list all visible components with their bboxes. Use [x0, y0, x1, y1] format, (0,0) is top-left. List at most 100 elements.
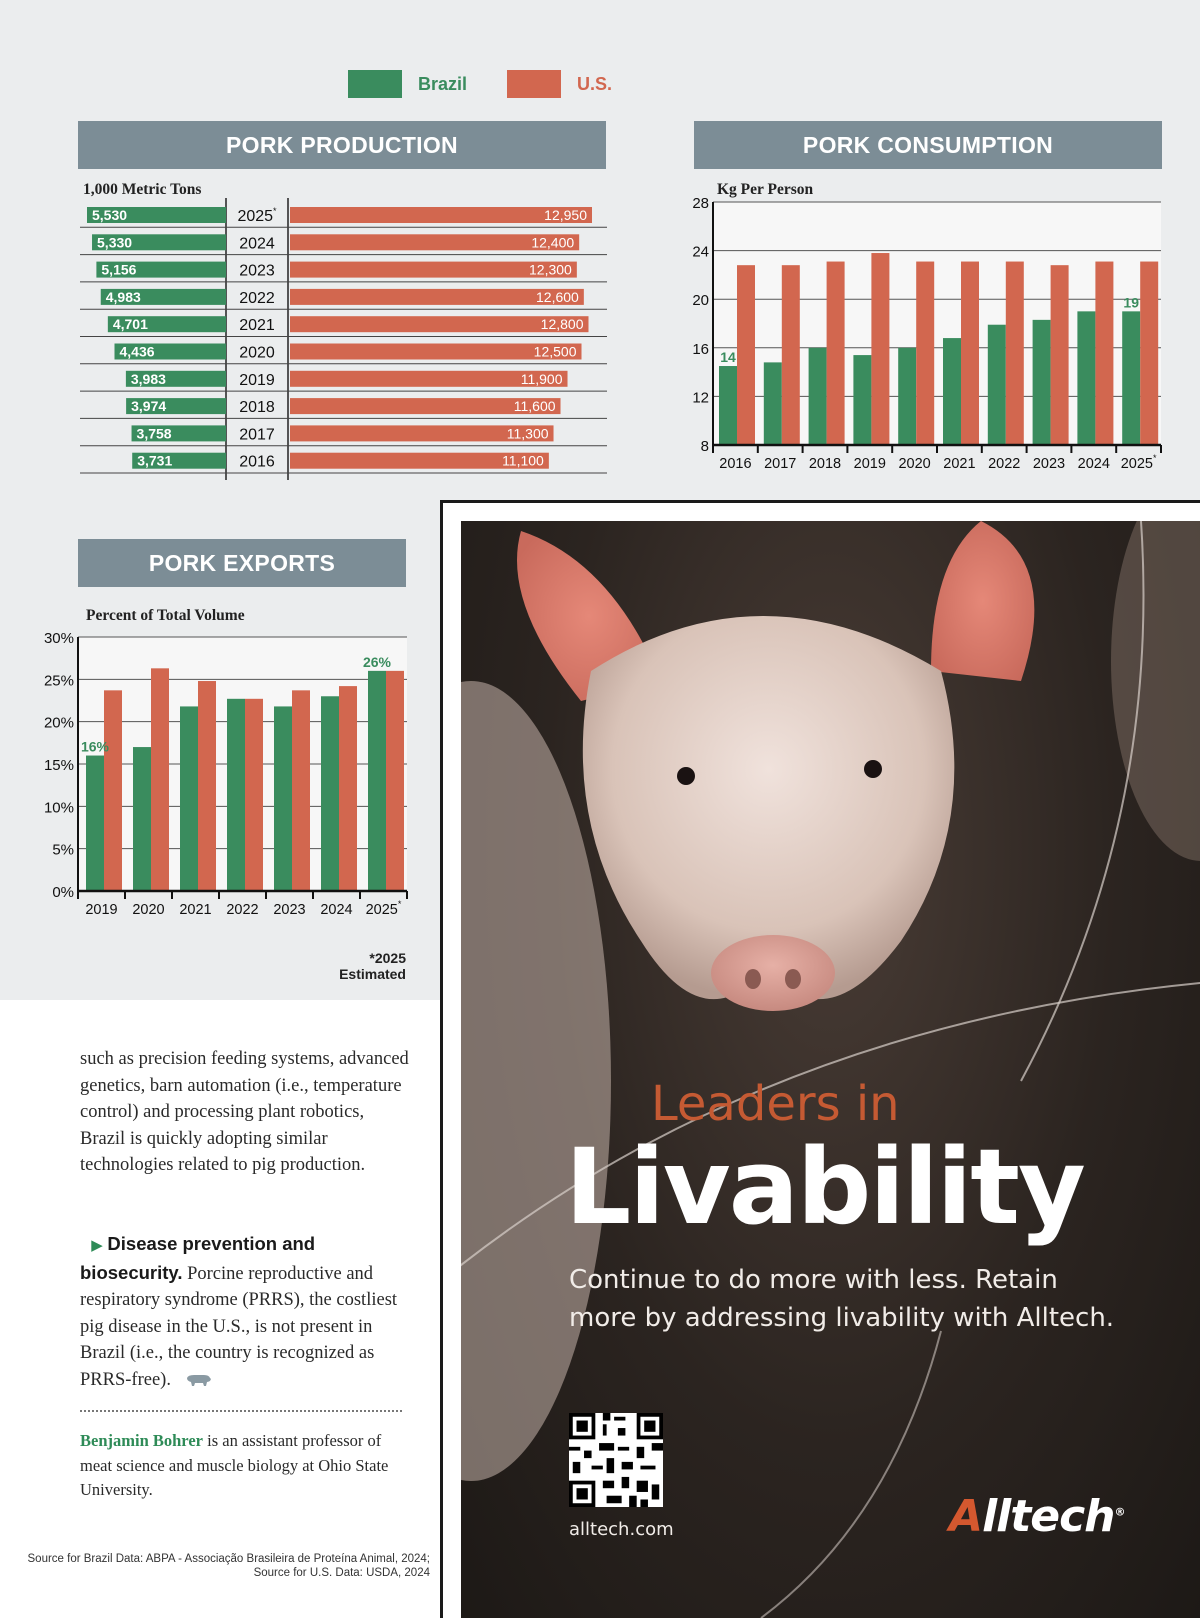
ad-image[interactable]: Leaders in Livability Continue to do mor… — [461, 521, 1200, 1618]
production-subtitle: 1,000 Metric Tons — [83, 181, 202, 198]
y-tick-label: 0% — [52, 884, 74, 901]
bar-us-2025 — [290, 207, 592, 223]
bar-brazil-2018 — [808, 347, 827, 445]
consumption-subtitle: Kg Per Person — [717, 181, 814, 198]
label-us-2024: 12,400 — [531, 234, 574, 250]
bar-brazil-2020 — [133, 747, 151, 891]
label-brazil-2022: 4,983 — [106, 289, 141, 305]
bar-us-2025 — [386, 670, 404, 891]
ad-headline-small: Leaders in — [651, 1076, 900, 1132]
label-us-2021: 12,800 — [541, 316, 584, 332]
qr-code[interactable] — [569, 1413, 663, 1507]
year-2020: 2020 — [239, 345, 275, 362]
article-para-2-body: Porcine reproductive and respiratory syn… — [80, 1263, 398, 1390]
x-tick-label-2024: 2024 — [320, 902, 352, 918]
bar-us-2021 — [961, 261, 979, 445]
x-tick-label-2024: 2024 — [1078, 456, 1110, 472]
exports-chart: 0% 5% 10% 15% 20% 25% 30% 16% 2019 2020 2021 2022 20… — [44, 630, 408, 918]
y-tick-label: 24 — [692, 244, 709, 261]
bar-brazil-2025 — [368, 670, 386, 891]
bar-brazil-2019 — [853, 355, 872, 445]
ad-url[interactable]: alltech.com — [569, 1519, 674, 1540]
data-label-brazil-2025: 26% — [363, 654, 392, 670]
bar-us-2019 — [871, 253, 890, 445]
bar-us-2016 — [737, 265, 755, 445]
bar-us-2024 — [1095, 261, 1114, 445]
author-description: is an assistant professor of meat scienc… — [80, 1431, 389, 1499]
x-tick-label-2025: 2025* — [1121, 453, 1157, 472]
label-us-2023: 12,300 — [529, 262, 572, 278]
y-tick-label: 25% — [44, 672, 74, 689]
data-label-brazil-2019: 16% — [81, 739, 110, 755]
x-tick-label-2020: 2020 — [132, 902, 164, 918]
bar-brazil-2019 — [125, 370, 226, 387]
year-2025: 2025* — [237, 206, 277, 225]
bar-us-2022 — [1005, 261, 1024, 445]
label-brazil-2024: 5,330 — [97, 234, 132, 250]
bar-brazil-2020 — [898, 347, 917, 445]
year-2017: 2017 — [239, 426, 275, 443]
bar-brazil-2016 — [132, 452, 226, 469]
bar-us-2018 — [290, 398, 561, 415]
x-tick-label-2020: 2020 — [898, 456, 930, 472]
y-tick-label: 28 — [692, 195, 709, 212]
x-tick-label-2022: 2022 — [226, 902, 258, 918]
y-tick-label: 10% — [44, 799, 74, 816]
source-line-2: Source for U.S. Data: USDA, 2024 — [253, 1567, 430, 1579]
bar-us-2020 — [290, 343, 582, 360]
source-line-1: Source for Brazil Data: ABPA - Associaçã… — [27, 1553, 431, 1565]
label-brazil-2020: 4,436 — [119, 344, 154, 360]
y-tick-label: 16 — [692, 341, 709, 358]
x-tick-label-2019: 2019 — [85, 902, 117, 918]
legend-label-brazil: Brazil — [418, 73, 468, 94]
bar-brazil-2023 — [1032, 319, 1051, 445]
article-para-2-lead: Disease prevention and biosecurity. — [80, 1233, 316, 1283]
bar-us-2020 — [151, 668, 169, 891]
year-2019: 2019 — [239, 372, 275, 389]
label-us-2025: 12,950 — [544, 207, 587, 223]
x-tick-label-2018: 2018 — [809, 456, 841, 472]
bar-us-2025 — [1140, 261, 1159, 445]
bar-us-2023 — [290, 261, 577, 278]
alltech-logo: Alltech® — [949, 1491, 1126, 1542]
y-tick-label: 15% — [44, 757, 74, 774]
bar-us-2024 — [290, 234, 580, 251]
x-tick-label-2016: 2016 — [719, 456, 751, 472]
x-tick-label-2022: 2022 — [988, 456, 1020, 472]
bar-us-2020 — [916, 261, 935, 445]
x-tick-label-2021: 2021 — [179, 902, 211, 918]
exports-title: PORK EXPORTS — [78, 539, 406, 587]
year-2022: 2022 — [239, 290, 275, 307]
bullet-triangle-icon: ▶ — [80, 1238, 103, 1254]
label-us-2019: 11,900 — [521, 371, 563, 387]
data-label-brazil-2016: 14 — [720, 349, 736, 365]
logo-rest: lltech — [982, 1491, 1115, 1542]
bar-brazil-2017 — [131, 425, 226, 442]
bar-us-2022 — [290, 288, 584, 305]
bar-us-2016 — [290, 452, 549, 469]
source-note: Source for Brazil Data: ABPA - Associaçã… — [10, 1552, 431, 1580]
label-us-2017: 11,300 — [507, 425, 549, 441]
label-us-2022: 12,600 — [536, 289, 579, 305]
bar-us-2022 — [245, 698, 263, 891]
y-tick-label: 5% — [52, 842, 74, 859]
bar-brazil-2024 — [1077, 311, 1096, 445]
production-title: PORK PRODUCTION — [78, 121, 606, 169]
label-brazil-2021: 4,701 — [113, 316, 148, 332]
author-bio: Benjamin Bohrer is an assistant professo… — [80, 1429, 410, 1503]
label-us-2020: 12,500 — [534, 344, 577, 360]
bar-brazil-2022 — [100, 288, 226, 305]
logo-mark: ® — [1114, 1505, 1126, 1519]
bar-brazil-2021 — [107, 316, 226, 333]
bar-brazil-2025 — [87, 207, 226, 223]
bar-us-2017 — [781, 265, 800, 445]
article-para-1: such as precision feeding systems, advan… — [80, 1049, 409, 1175]
x-tick-label-2017: 2017 — [764, 456, 796, 472]
bar-us-2021 — [290, 316, 589, 333]
year-2021: 2021 — [239, 317, 275, 334]
y-tick-label: 30% — [44, 630, 74, 647]
label-brazil-2017: 3,758 — [137, 425, 172, 441]
x-tick-label-2023: 2023 — [1033, 456, 1065, 472]
bar-brazil-2019 — [86, 755, 104, 891]
